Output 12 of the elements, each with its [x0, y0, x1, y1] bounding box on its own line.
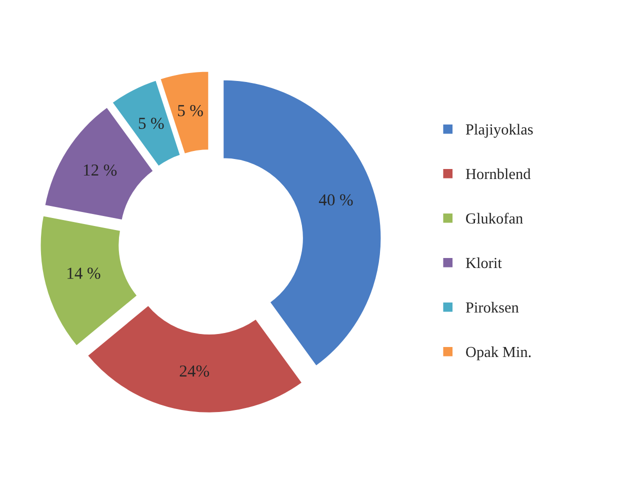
legend-label: Plajiyoklas	[466, 124, 533, 138]
data-label: 14 %	[68, 268, 100, 279]
data-label: 12 %	[84, 164, 117, 176]
data-label: 5 %	[138, 118, 164, 130]
data-label: 24%	[180, 365, 210, 377]
data-label: 40 %	[318, 194, 353, 206]
legend-label: Opak Min.	[466, 346, 531, 360]
legend-label: Klorit	[466, 257, 502, 268]
data-label: 5 %	[178, 105, 203, 116]
legend-label: Glukofan	[466, 212, 523, 224]
legend-label: Piroksen	[466, 302, 519, 313]
legend-label: Hornblend	[466, 168, 531, 180]
